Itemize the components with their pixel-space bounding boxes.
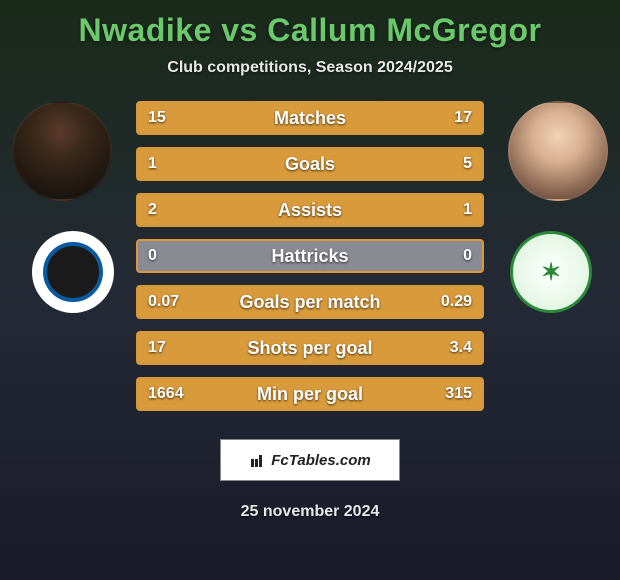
player-left-avatar <box>12 101 112 201</box>
player-right-avatar <box>508 101 608 201</box>
comparison-content: ✶ 1517Matches 15Goals 21Assists 0 0Hattricks… <box>0 101 620 421</box>
page-title: Nwadike vs Callum McGregor <box>0 0 620 49</box>
fctables-logo[interactable]: FcTables.com <box>220 439 400 481</box>
stat-fill-left <box>138 379 427 409</box>
stat-row: 1517Matches <box>136 101 484 135</box>
stat-fill-left <box>138 195 368 225</box>
stat-row: 1664315Min per goal <box>136 377 484 411</box>
stat-fill-left <box>138 287 203 317</box>
stat-fill-left <box>138 149 196 179</box>
stat-row: 21Assists <box>136 193 484 227</box>
stat-fill-right <box>196 149 482 179</box>
stat-fill-right <box>300 103 482 133</box>
stat-fill-left <box>138 333 424 363</box>
stat-fill-right <box>424 333 482 363</box>
stat-row: 0 0Hattricks <box>136 239 484 273</box>
stat-label: Hattricks <box>138 241 482 271</box>
stat-fill-left <box>138 103 300 133</box>
chart-icon <box>249 451 267 469</box>
stat-value-right: 0 <box>463 241 472 271</box>
stat-bars: 1517Matches 15Goals 21Assists 0 0Hattricks 0.… <box>136 101 484 423</box>
comparison-date: 25 november 2024 <box>0 503 620 521</box>
stat-fill-right <box>203 287 482 317</box>
club-left-badge-inner <box>43 242 103 302</box>
competition-subtitle: Club competitions, Season 2024/2025 <box>0 59 620 77</box>
stat-row: 173.4Shots per goal <box>136 331 484 365</box>
stat-value-left: 0 <box>148 241 157 271</box>
club-right-badge: ✶ <box>510 231 592 313</box>
stat-row: 0.070.29Goals per match <box>136 285 484 319</box>
stat-fill-right <box>427 379 482 409</box>
logo-text: FcTables.com <box>271 452 370 469</box>
stat-fill-right <box>368 195 482 225</box>
stat-row: 15Goals <box>136 147 484 181</box>
club-left-badge <box>32 231 114 313</box>
club-right-badge-inner: ✶ <box>541 258 561 287</box>
